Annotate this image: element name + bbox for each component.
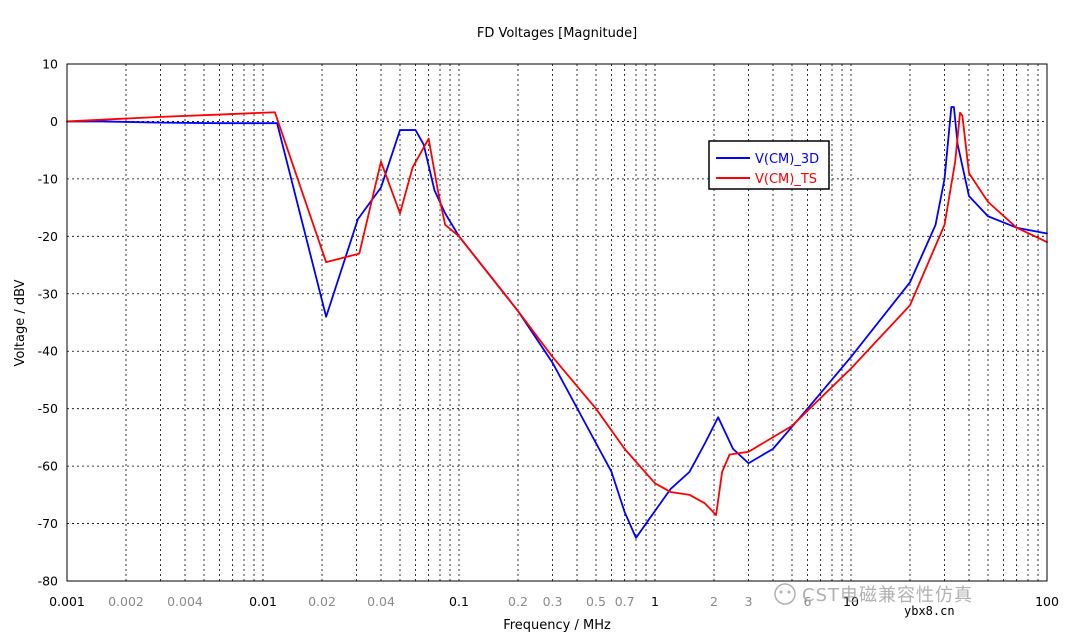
y-tick-label: -60: [38, 459, 58, 474]
x-tick-label: 0.1: [449, 594, 469, 609]
watermark-text: CST电磁兼容性仿真: [802, 585, 973, 606]
chart-title: FD Voltages [Magnitude]: [477, 26, 637, 41]
y-tick-label: 0: [50, 114, 58, 129]
x-tick-label-minor: 0.7: [615, 594, 635, 609]
series-layer: [66, 106, 1048, 539]
y-tick-label: -70: [38, 516, 58, 531]
x-tick-label: 100: [1035, 594, 1059, 609]
y-axis-label: Voltage / dBV: [13, 279, 28, 366]
series-line-v-cm-3d: [66, 106, 1048, 539]
legend: V(CM)_3D V(CM)_TS: [708, 140, 830, 190]
y-tick-label: 10: [42, 57, 58, 72]
x-tick-label-minor: 0.004: [167, 594, 203, 609]
x-tick-label-minor: 3: [745, 594, 753, 609]
y-axis-ticks: 10 0 -10 -20 -30 -40 -50 -60 -70 -80: [38, 57, 58, 589]
x-tick-label-minor: 0.5: [586, 594, 606, 609]
x-tick-label: 10: [843, 594, 859, 609]
y-tick-label: -80: [38, 574, 58, 589]
y-tick-label: -10: [38, 171, 58, 186]
legend-label-v-cm-3d: V(CM)_3D: [755, 152, 819, 167]
legend-box: [708, 140, 830, 190]
series-line-v-cm-ts: [66, 111, 1048, 516]
x-tick-label-minor: 6: [804, 594, 812, 609]
x-tick-label-minor: 0.002: [108, 594, 144, 609]
legend-label-v-cm-ts: V(CM)_TS: [755, 172, 817, 187]
grid: [67, 64, 1047, 581]
y-tick-label: -50: [38, 401, 58, 416]
x-tick-label-minor: 0.2: [508, 594, 528, 609]
x-tick-label-minor: 2: [710, 594, 718, 609]
y-tick-label: -30: [38, 286, 58, 301]
x-tick-label-minor: 0.02: [308, 594, 336, 609]
y-tick-label: -20: [38, 229, 58, 244]
plot-frame: [66, 63, 1048, 582]
x-tick-label: 0.001: [49, 594, 85, 609]
watermark: CST电磁兼容性仿真: [774, 583, 973, 606]
watermark-icon: [774, 583, 796, 605]
x-tick-label: 1: [651, 594, 659, 609]
x-axis-label: Frequency / MHz: [503, 618, 611, 633]
y-tick-label: -40: [38, 344, 58, 359]
watermark-site: ybx8.cn: [904, 604, 955, 618]
x-tick-label-minor: 0.3: [543, 594, 563, 609]
x-tick-label: 0.01: [249, 594, 277, 609]
x-tick-label-minor: 0.04: [367, 594, 395, 609]
x-axis-ticks: 0.001 0.01 0.1 1 10 100 0.002 0.004 0.02 0.04 0.2 0…: [49, 594, 1059, 609]
